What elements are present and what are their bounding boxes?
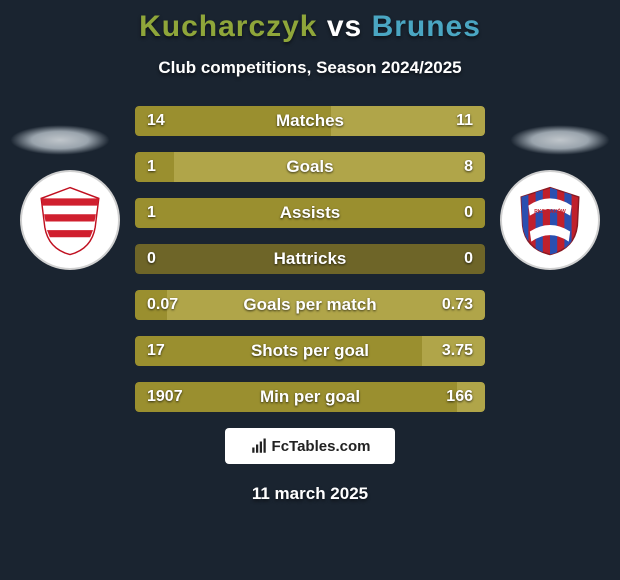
footer-date: 11 march 2025 [0, 484, 620, 504]
stat-label: Goals per match [135, 295, 485, 315]
svg-text:KS: KS [66, 192, 74, 198]
shadow-left-decor [10, 125, 110, 155]
stat-right-value: 0 [464, 250, 473, 268]
title-vs: vs [327, 10, 362, 43]
chart-icon [250, 437, 268, 455]
stat-row: 0Hattricks0 [135, 244, 485, 274]
stat-right-value: 0.73 [442, 296, 473, 314]
stat-label: Min per goal [135, 387, 485, 407]
stat-row: 1Goals8 [135, 152, 485, 182]
player-right-name: Brunes [372, 10, 481, 43]
stat-label: Matches [135, 111, 485, 131]
comparison-title: Kucharczyk vs Brunes [0, 0, 620, 44]
footer-brand-text: FcTables.com [272, 438, 371, 455]
stat-label: Shots per goal [135, 341, 485, 361]
footer-brand-badge: FcTables.com [225, 428, 395, 464]
stat-label: Goals [135, 157, 485, 177]
stat-label: Assists [135, 203, 485, 223]
rakow-crest-icon: RKS RAKÓW [514, 184, 586, 256]
stat-row: 0.07Goals per match0.73 [135, 290, 485, 320]
player-left-name: Kucharczyk [139, 10, 317, 43]
stat-right-value: 8 [464, 158, 473, 176]
stat-right-value: 0 [464, 204, 473, 222]
stats-container: 14Matches111Goals81Assists00Hattricks00.… [135, 106, 485, 412]
stat-label: Hattricks [135, 249, 485, 269]
stat-right-value: 11 [456, 112, 473, 130]
stat-row: 17Shots per goal3.75 [135, 336, 485, 366]
cracovia-crest-icon: KS [34, 184, 106, 256]
subtitle: Club competitions, Season 2024/2025 [0, 58, 620, 78]
shadow-right-decor [510, 125, 610, 155]
team-right-crest: RKS RAKÓW [500, 170, 600, 270]
stat-row: 14Matches11 [135, 106, 485, 136]
team-left-crest: KS [20, 170, 120, 270]
stat-row: 1907Min per goal166 [135, 382, 485, 412]
stat-row: 1Assists0 [135, 198, 485, 228]
stat-right-value: 3.75 [442, 342, 473, 360]
stat-right-value: 166 [446, 388, 473, 406]
